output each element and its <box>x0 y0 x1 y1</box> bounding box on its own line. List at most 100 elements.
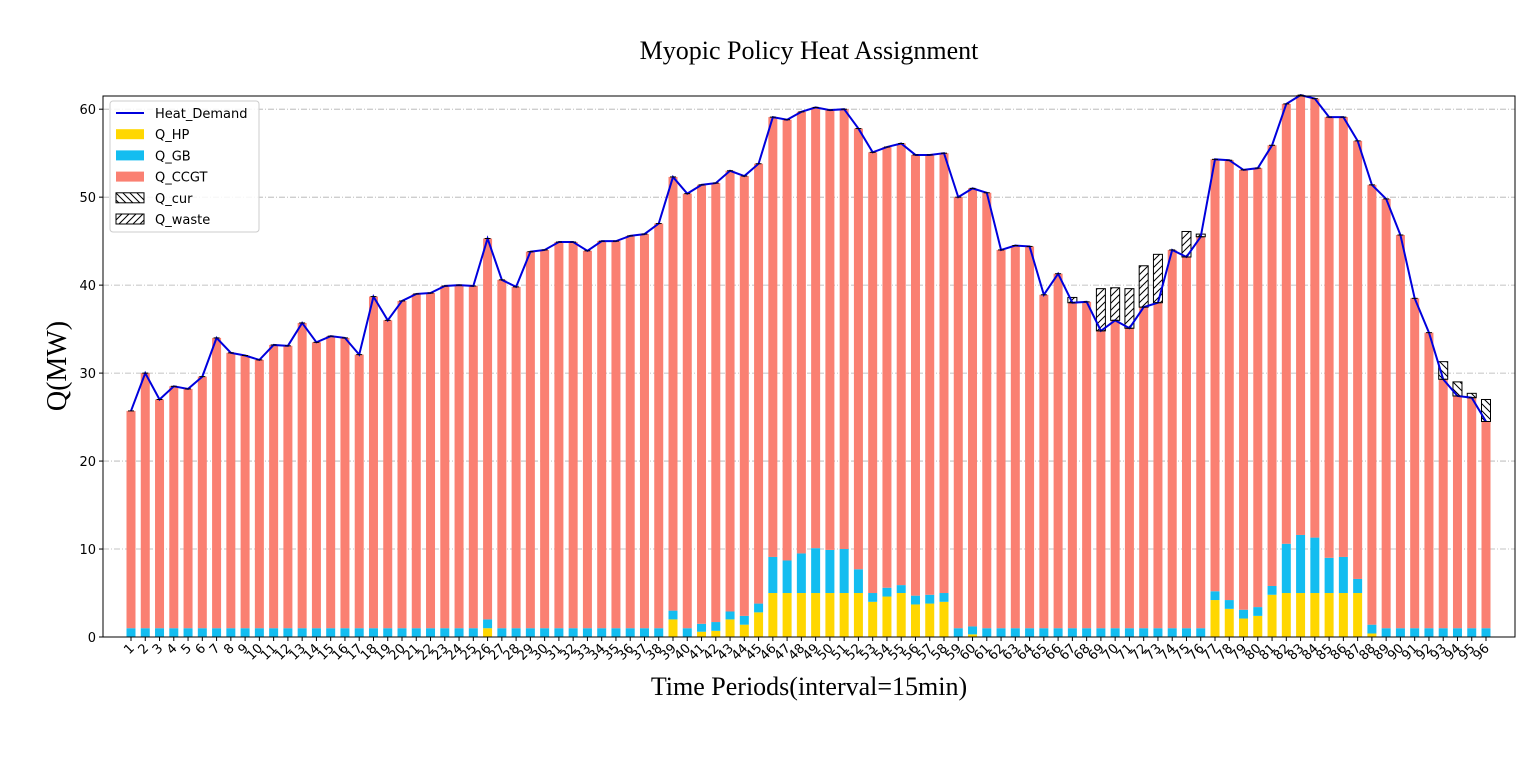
bar <box>140 373 150 629</box>
bar <box>1296 534 1306 594</box>
bar <box>1010 628 1020 637</box>
bar <box>1196 628 1206 637</box>
bar <box>939 593 949 602</box>
bar <box>383 320 393 629</box>
bar <box>1281 593 1291 637</box>
bar <box>1053 628 1063 637</box>
bar <box>968 188 978 627</box>
bar <box>1353 140 1363 579</box>
bar <box>240 355 250 629</box>
legend-label: Heat_Demand <box>155 107 247 122</box>
bar <box>896 143 906 586</box>
legend-box <box>109 100 260 233</box>
bar <box>825 549 835 594</box>
bar <box>440 286 450 629</box>
bar <box>197 628 207 637</box>
bar <box>297 628 307 637</box>
bar <box>1424 332 1434 629</box>
bar <box>368 296 378 629</box>
bar <box>1239 169 1249 610</box>
bar <box>283 345 293 629</box>
bar <box>212 337 222 629</box>
bar <box>611 628 621 637</box>
bar <box>1367 633 1377 637</box>
bar <box>497 628 507 637</box>
bar <box>212 628 222 637</box>
y-tick-label: 50 <box>79 191 96 206</box>
bar <box>1310 98 1320 538</box>
ticks: 0102030405060123456789101112131415161718… <box>79 103 1492 663</box>
bar <box>540 249 550 629</box>
bar <box>397 628 407 637</box>
bar <box>1267 145 1277 586</box>
bar <box>1438 379 1448 629</box>
bar <box>925 154 935 595</box>
bar <box>668 176 678 611</box>
bar <box>554 242 564 629</box>
bar <box>326 628 336 637</box>
bar <box>725 611 735 620</box>
y-tick-label: 40 <box>79 279 96 294</box>
bar <box>682 193 692 629</box>
bar <box>654 628 664 637</box>
bar <box>1381 198 1391 629</box>
bar <box>426 293 436 629</box>
bar <box>768 556 778 594</box>
bar <box>1224 608 1234 637</box>
bar <box>882 147 892 588</box>
bar <box>197 376 207 629</box>
bar <box>682 628 692 637</box>
legend-swatch <box>115 192 145 204</box>
legend-swatch <box>115 213 145 225</box>
demand-line <box>130 94 1487 422</box>
bar <box>1039 294 1049 629</box>
bar <box>1253 168 1263 608</box>
bar <box>340 337 350 629</box>
bar <box>1296 95 1306 535</box>
bar <box>1210 159 1220 592</box>
bar <box>269 628 279 637</box>
bar <box>1338 556 1348 594</box>
bar <box>839 549 849 594</box>
bar <box>126 628 136 637</box>
bar <box>625 628 635 637</box>
bar <box>882 587 892 597</box>
bar <box>1124 328 1134 629</box>
bar <box>1381 628 1391 637</box>
bar <box>1025 246 1035 629</box>
bar <box>1410 628 1420 637</box>
y-axis-label: Q(MW) <box>42 321 73 411</box>
x-axis-label: Time Periods(interval=15min) <box>651 672 967 701</box>
bar <box>654 223 664 629</box>
bar <box>183 388 193 629</box>
bar <box>1267 585 1277 595</box>
bar <box>697 623 707 632</box>
bar <box>782 593 792 637</box>
bar <box>1096 330 1106 629</box>
bar <box>311 342 321 629</box>
y-tick-label: 10 <box>79 543 96 558</box>
bar <box>1010 245 1020 629</box>
bar <box>354 628 364 637</box>
bar <box>853 128 863 570</box>
bar <box>411 628 421 637</box>
bar <box>511 286 521 629</box>
bar <box>1239 609 1249 619</box>
bar <box>254 359 264 629</box>
bar <box>697 184 707 624</box>
bar <box>1224 160 1234 601</box>
y-tick-label: 60 <box>79 103 96 118</box>
bar <box>1153 302 1163 629</box>
bar <box>1025 628 1035 637</box>
bar <box>297 322 307 629</box>
bar <box>754 163 764 604</box>
bar <box>754 612 764 637</box>
bar <box>568 628 578 637</box>
bar <box>868 601 878 637</box>
bar <box>1239 618 1249 637</box>
bar <box>697 631 707 637</box>
bar <box>368 628 378 637</box>
bar <box>1467 397 1477 629</box>
bar <box>397 300 407 629</box>
